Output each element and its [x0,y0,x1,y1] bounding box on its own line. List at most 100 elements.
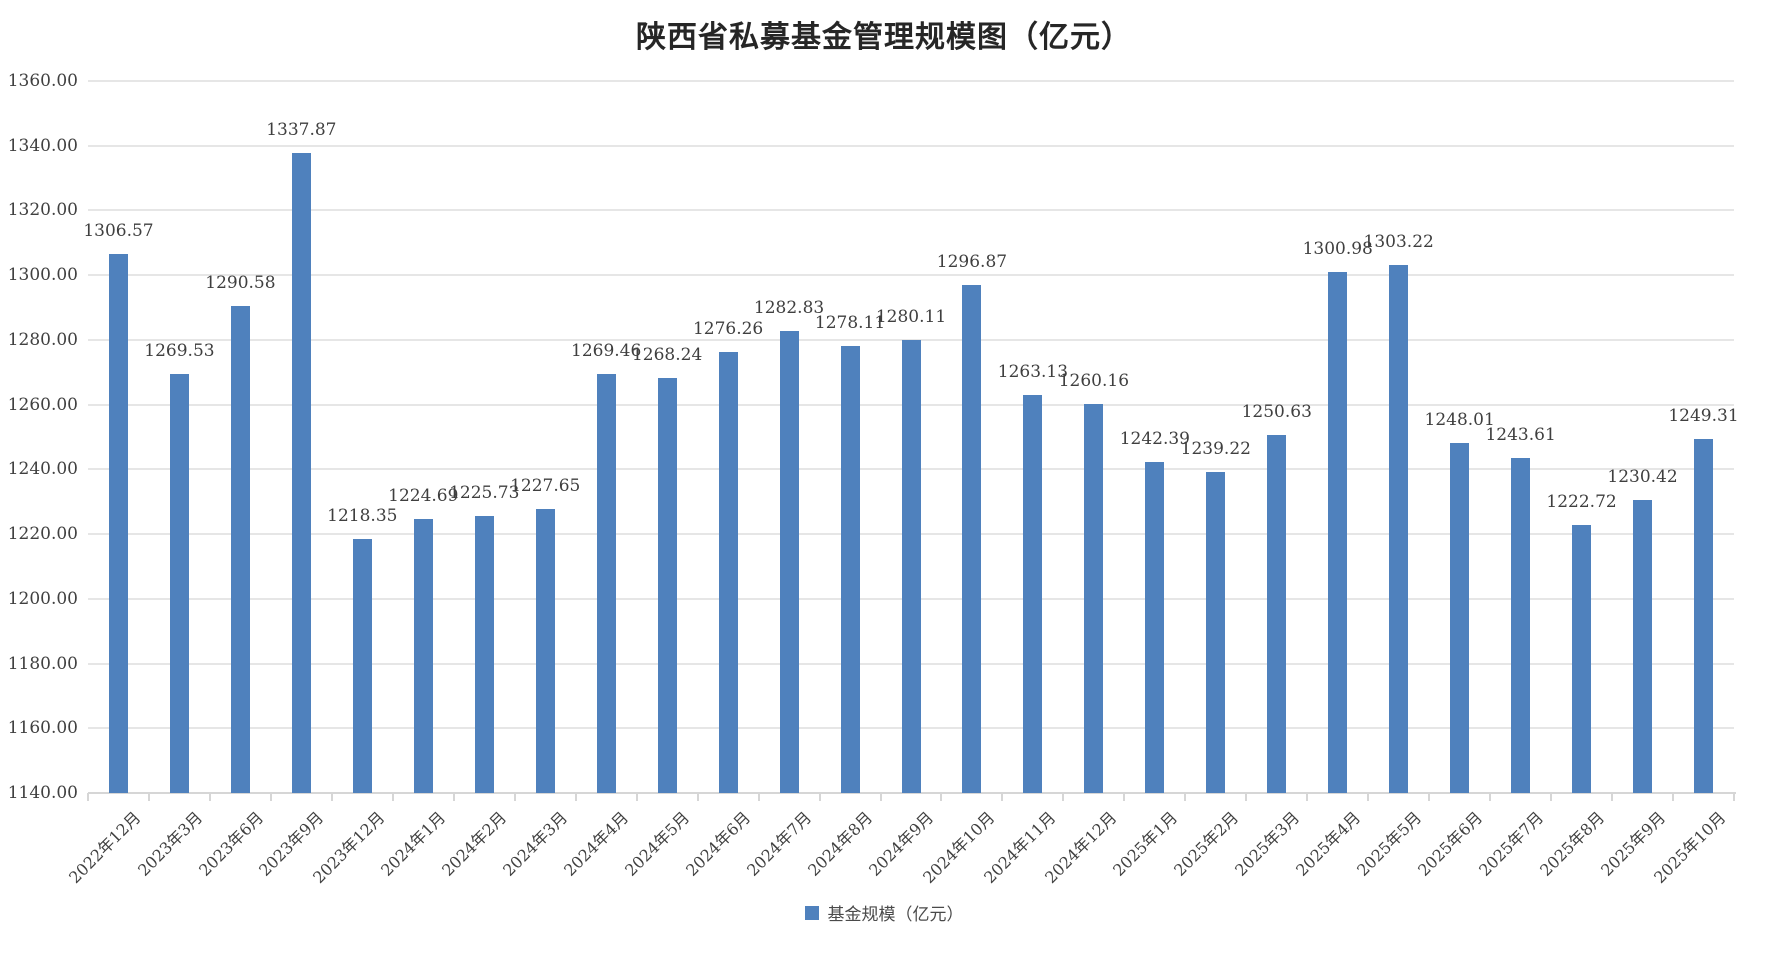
x-axis-category-label: 2025年1月 [1109,807,1182,880]
bar-data-label: 1290.58 [205,272,276,293]
bar-data-label: 1250.63 [1241,401,1312,422]
bar [840,346,860,793]
bar [1206,471,1226,793]
x-axis-category-label: 2024年4月 [560,807,633,880]
x-axis-category-label: 2024年1月 [377,807,450,880]
x-axis-category-label: 2024年8月 [804,807,877,880]
bar-data-label: 1239.22 [1180,438,1251,459]
y-axis-tick-label: 1220.00 [7,524,78,545]
bar [1572,525,1592,793]
x-axis-category-label: 2025年6月 [1413,807,1486,880]
bar-data-label: 1306.57 [83,220,154,241]
x-axis-tick [757,793,760,801]
x-axis-category-label: 2025年4月 [1291,807,1365,880]
x-axis-category-label: 2025年2月 [1170,807,1243,880]
bar-data-label: 1282.83 [753,297,825,318]
bar-data-label: 1230.42 [1607,467,1678,488]
bar [1633,500,1653,793]
x-axis-tick [1062,793,1065,801]
bar [779,330,799,793]
bar-data-label: 1269.53 [144,340,215,361]
bar-data-label: 1222.72 [1546,492,1617,513]
x-axis-category-label: 2025年5月 [1352,807,1425,880]
bar [230,305,250,793]
bar-data-label: 1225.73 [449,482,520,503]
bar [352,539,372,793]
x-axis-tick [269,793,272,801]
bar [1450,443,1470,793]
bar [718,352,738,793]
x-axis-tick [1733,793,1735,801]
bar-data-label: 1337.87 [266,119,337,140]
chart-title: 陕西省私募基金管理规模图（亿元） [636,20,1132,55]
bar-data-label: 1268.24 [631,344,703,365]
legend-swatch-icon [804,905,819,920]
y-axis-tick-label: 1340.00 [7,135,78,156]
x-axis-tick [1428,793,1431,801]
x-axis-tick [574,793,577,801]
gridline [88,80,1734,82]
legend: 基金规模（亿元） [0,900,1768,925]
x-axis-tick [1672,793,1675,801]
y-axis-tick-label: 1280.00 [7,329,78,350]
x-axis-tick [1306,793,1309,801]
x-axis-tick [391,793,394,801]
bar [474,515,494,793]
bar [1023,394,1043,793]
bar-data-label: 1249.31 [1668,406,1739,427]
x-axis-tick [818,793,821,801]
x-axis-tick [1611,793,1614,801]
x-axis-category-label: 2025年8月 [1535,807,1608,880]
y-axis-tick-label: 1200.00 [7,588,78,609]
x-axis-category-label: 2022年12月 [65,807,145,888]
bar-data-label: 1269.46 [571,341,642,362]
bar [1084,404,1104,793]
y-axis-tick-label: 1240.00 [7,459,78,480]
bar [535,509,555,793]
bar-data-label: 1224.69 [388,485,459,506]
y-axis-tick-label: 1180.00 [7,653,78,674]
x-axis-tick [452,793,455,801]
y-axis-tick-label: 1160.00 [7,718,78,739]
x-axis-category-label: 2024年5月 [621,807,694,880]
bar [1328,272,1348,793]
x-axis-tick [696,793,699,801]
bar [1145,461,1165,793]
bar [291,152,311,793]
legend-label: 基金规模（亿元） [827,905,964,925]
x-axis-category-label: 2024年6月 [682,807,755,880]
bar-data-label: 1248.01 [1424,410,1495,431]
x-axis-line [88,792,1736,794]
x-axis-tick [1367,793,1370,801]
bar [596,374,616,793]
x-axis-category-label: 2023年6月 [194,807,267,880]
x-axis-tick [1001,793,1004,801]
bar-data-label: 1260.16 [1058,371,1130,392]
x-axis-tick [1245,793,1248,801]
x-axis-tick [1184,793,1187,801]
bar-data-label: 1280.11 [875,306,947,327]
y-axis-tick-label: 1140.00 [7,783,78,803]
bar [108,253,128,793]
bar [1389,264,1409,793]
x-axis-tick [1550,793,1553,801]
x-axis-category-label: 2024年7月 [743,807,816,880]
y-axis-tick-label: 1260.00 [7,394,78,415]
bar [1511,457,1531,793]
x-axis-category-label: 2023年3月 [133,807,206,880]
x-axis-tick [330,793,333,801]
bar [169,373,189,793]
x-axis-tick [1123,793,1126,801]
y-axis-tick-label: 1300.00 [7,265,78,286]
x-axis-category-label: 2025年7月 [1474,807,1547,880]
x-axis-category-label: 2024年2月 [438,807,511,880]
bar-data-label: 1218.35 [327,506,398,527]
bar-data-label: 1243.61 [1485,424,1556,445]
x-axis-tick [1489,793,1492,801]
x-axis-tick [879,793,882,801]
bar-data-label: 1296.87 [936,252,1008,273]
y-axis-tick-label: 1360.00 [7,71,78,91]
y-axis-tick-label: 1320.00 [7,200,78,221]
gridline [88,209,1734,212]
